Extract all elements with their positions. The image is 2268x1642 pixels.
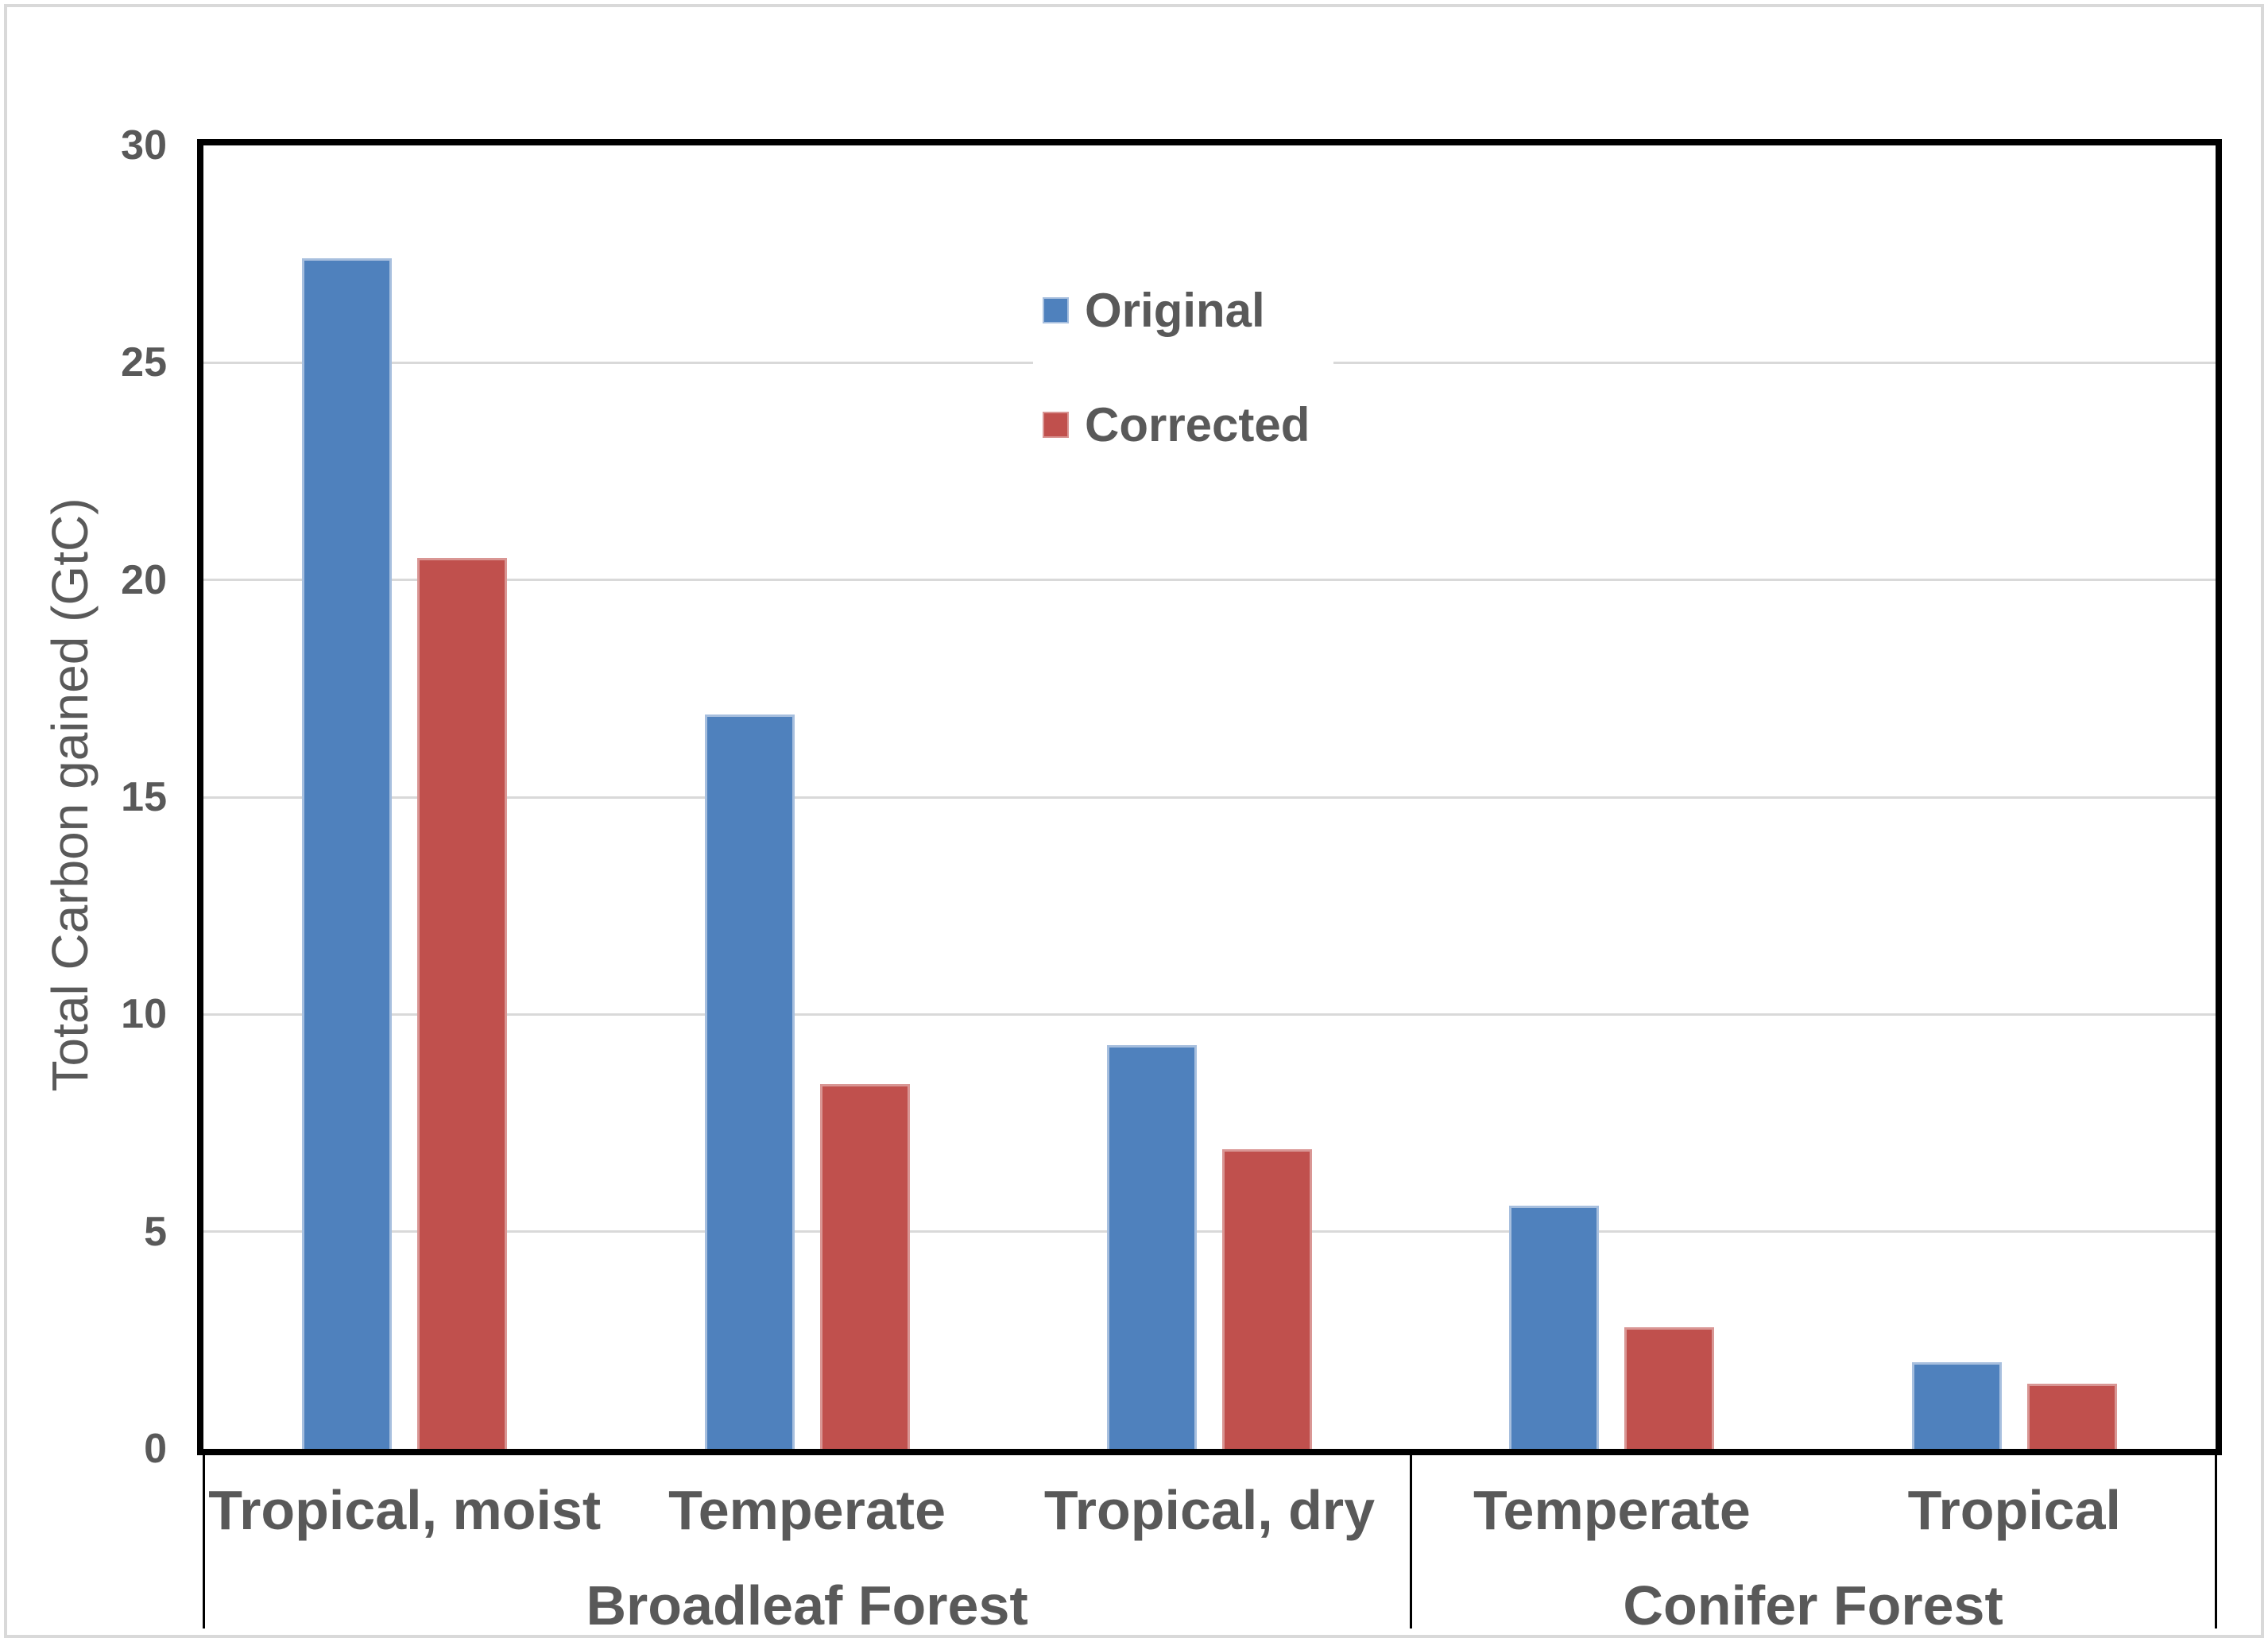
category-label-temperate: Temperate	[1473, 1479, 1751, 1541]
bar-original-1-temperate	[704, 715, 795, 1449]
category-label-tropical: Tropical	[1907, 1479, 2121, 1541]
bar-corrected-0-tropical-moist	[417, 558, 508, 1449]
gridline-20	[203, 579, 2216, 582]
category-label-tropical-dry: Tropical, dry	[1043, 1479, 1376, 1541]
bar-corrected-3-temperate	[1624, 1326, 1715, 1449]
legend-swatch-original-icon	[1043, 296, 1069, 323]
category-label-tropical-moist: Tropical, moist	[208, 1479, 602, 1541]
group-label-broadleaf-forest: Broadleaf Forest	[586, 1574, 1028, 1636]
legend: Original Corrected	[1033, 279, 1334, 468]
legend-label-original: Original	[1085, 283, 1265, 337]
legend-item-corrected: Corrected	[1043, 395, 1310, 454]
gridline-10	[203, 1013, 2216, 1016]
bar-original-3-temperate	[1509, 1205, 1600, 1449]
y-tick-label-5: 5	[144, 1208, 167, 1255]
bar-original-2-tropical-dry	[1107, 1044, 1197, 1449]
legend-item-original: Original	[1043, 281, 1310, 339]
gridline-15	[203, 796, 2216, 799]
plot-area: Original Corrected	[197, 139, 2222, 1455]
bar-original-0-tropical-moist	[302, 258, 393, 1449]
y-tick-label-0: 0	[144, 1426, 167, 1472]
bar-original-4-tropical	[1911, 1361, 2002, 1449]
y-tick-label-10: 10	[121, 991, 167, 1038]
category-axis-separator-0	[202, 1455, 205, 1628]
y-tick-label-20: 20	[121, 556, 167, 603]
gridline-5	[203, 1230, 2216, 1233]
legend-swatch-corrected-icon	[1043, 411, 1069, 438]
y-tick-label-25: 25	[121, 339, 167, 386]
category-axis-separator-1	[1409, 1455, 1412, 1628]
group-label-conifer-forest: Conifer Forest	[1623, 1574, 2003, 1636]
category-label-temperate: Temperate	[668, 1479, 946, 1541]
y-tick-label-30: 30	[121, 122, 167, 168]
bar-corrected-2-tropical-dry	[1222, 1148, 1312, 1449]
legend-label-corrected: Corrected	[1085, 397, 1310, 451]
y-tick-label-15: 15	[121, 774, 167, 820]
bar-corrected-1-temperate	[819, 1083, 910, 1449]
category-axis-separator-2	[2214, 1455, 2217, 1628]
bar-corrected-4-tropical	[2026, 1384, 2117, 1449]
